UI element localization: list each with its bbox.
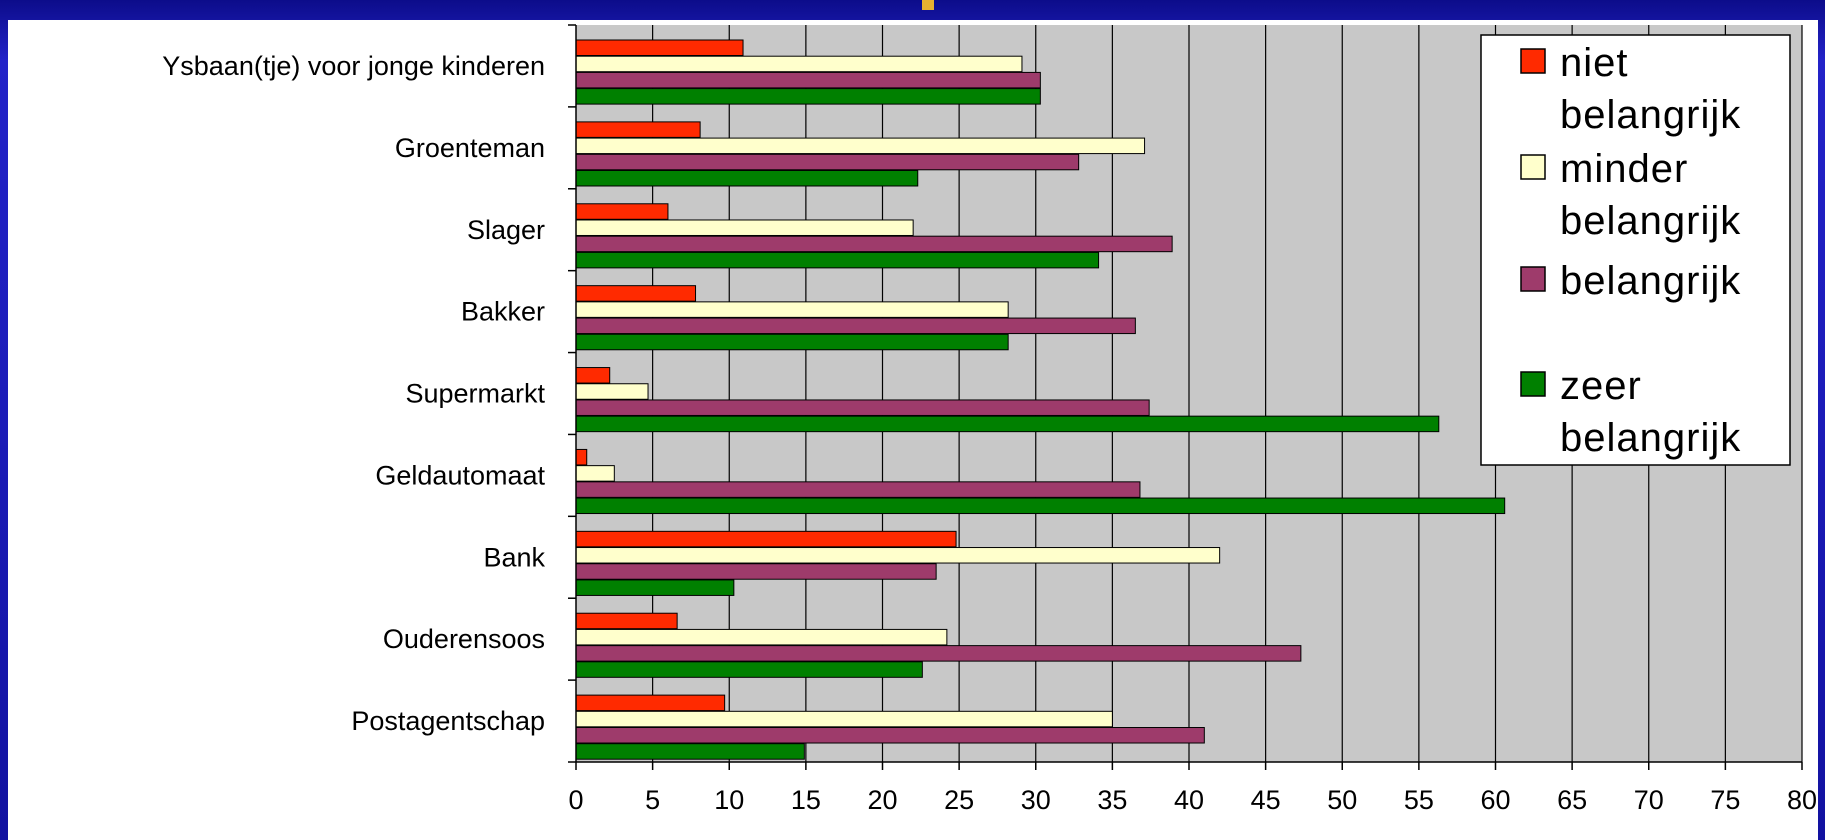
x-tick-label: 20 [867,785,897,815]
bar-minder-belangrijk [575,219,914,236]
x-tick-label: 30 [1021,785,1051,815]
bar-zeer-belangrijk [575,415,1440,433]
bar-niet-belangrijk [575,530,957,548]
x-tick-label: 40 [1174,785,1204,815]
bar-niet-belangrijk [575,612,678,630]
bar-minder-belangrijk [575,628,948,646]
bar-zeer-belangrijk [575,743,805,760]
bar-zeer-belangrijk [575,88,1041,105]
legend-swatch-niet-belangrijk [1520,48,1546,74]
x-tick-label: 55 [1404,785,1434,815]
x-tick-label: 65 [1557,785,1587,815]
bar-minder-belangrijk [575,301,1009,318]
bar-niet-belangrijk [575,694,726,712]
x-tick-label: 60 [1480,785,1510,815]
x-tick-label: 10 [714,785,744,815]
category-label: Supermarkt [405,379,545,409]
x-tick-label: 75 [1710,785,1740,815]
bar-belangrijk [575,481,1141,498]
bar-belangrijk [575,727,1205,744]
bar-zeer-belangrijk [575,661,923,678]
legend-swatch-belangrijk [1520,266,1546,292]
legend-label: belangrijk [1560,259,1741,303]
x-tick-label: 50 [1327,785,1357,815]
bar-belangrijk [575,399,1150,416]
category-label: Postagentschap [351,706,545,736]
category-label: Bank [483,542,545,572]
legend-label: belangrijk [1560,416,1741,460]
bar-zeer-belangrijk [575,333,1009,351]
bar-zeer-belangrijk [575,251,1100,269]
bar-belangrijk [575,563,937,580]
bar-minder-belangrijk [575,710,1113,728]
x-tick-label: 25 [944,785,974,815]
x-tick-label: 35 [1097,785,1127,815]
category-label: Groenteman [395,133,545,163]
bar-minder-belangrijk [575,137,1146,155]
x-tick-label: 45 [1251,785,1281,815]
bar-niet-belangrijk [575,367,611,384]
bar-niet-belangrijk [575,121,701,138]
legend-label: niet [1560,41,1629,85]
category-label: Ouderensoos [383,624,545,654]
bar-zeer-belangrijk [575,169,919,187]
bar-minder-belangrijk [575,383,649,400]
bar-minder-belangrijk [575,465,615,482]
bar-belangrijk [575,153,1080,171]
slide-accent-mark [922,0,934,10]
bar-belangrijk [575,317,1136,335]
bar-belangrijk [575,645,1302,662]
bar-belangrijk [575,235,1173,253]
x-tick-label: 70 [1634,785,1664,815]
bar-minder-belangrijk [575,547,1221,564]
x-tick-label: 0 [568,785,583,815]
legend-label: belangrijk [1560,93,1741,137]
legend-label: belangrijk [1560,199,1741,243]
bar-niet-belangrijk [575,448,588,466]
bar-zeer-belangrijk [575,497,1506,515]
x-tick-label: 15 [791,785,821,815]
bar-niet-belangrijk [575,39,744,56]
category-label: Geldautomaat [375,460,545,490]
category-label: Bakker [461,297,545,327]
category-label: Slager [467,215,545,245]
bar-belangrijk [575,71,1041,89]
legend: niet belangrijk minder belangrijk belangrijk… [1480,34,1791,466]
legend-label: zeer [1560,364,1642,408]
category-label: Ysbaan(tje) voor jonge kinderen [162,51,545,81]
x-tick-label: 80 [1787,785,1817,815]
legend-swatch-zeer-belangrijk [1520,371,1546,397]
legend-label: minder [1560,147,1688,191]
bar-niet-belangrijk [575,203,669,220]
legend-swatch-minder-belangrijk [1520,154,1546,180]
bar-zeer-belangrijk [575,579,735,596]
bar-niet-belangrijk [575,285,697,302]
x-tick-label: 5 [645,785,660,815]
bar-minder-belangrijk [575,55,1023,73]
